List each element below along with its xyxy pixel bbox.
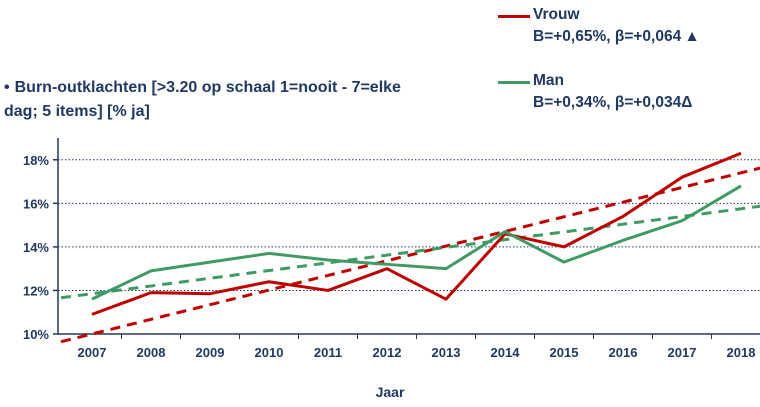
legend-stats-text-vrouw: B=+0,65%, β=+0,064: [533, 28, 682, 45]
x-tick-label-2016: 2016: [609, 345, 638, 360]
legend-stats-vrouw: B=+0,65%, β=+0,064 ▲: [533, 28, 700, 46]
x-tick-label-2011: 2011: [314, 345, 342, 360]
legend-swatch-man: [498, 81, 530, 84]
series-line-vrouw: [91, 151, 742, 316]
trendline-man: [60, 204, 760, 300]
y-tick-label-14: 14%: [23, 240, 49, 255]
chart-title-text: Burn-outklachten [>3.20 op schaal 1=nooi…: [4, 79, 401, 120]
significance-marker-vrouw: ▲: [684, 28, 700, 45]
x-tick-label-2015: 2015: [550, 345, 579, 360]
x-tick-label-2013: 2013: [432, 345, 461, 360]
x-tick-label-2009: 2009: [196, 345, 225, 360]
series-line-man: [91, 184, 742, 301]
x-axis-label: Jaar: [375, 384, 405, 400]
legend-label-man: Man: [533, 72, 564, 89]
title-bullet: •: [4, 79, 10, 96]
significance-marker-man: Δ: [681, 94, 693, 111]
chart-title: • Burn-outklachten [>3.20 op schaal 1=noo…: [4, 76, 434, 124]
x-tick-label-2008: 2008: [137, 345, 166, 360]
y-tick-label-16: 16%: [23, 196, 49, 211]
y-tick-label-18: 18%: [23, 153, 49, 168]
x-tick-label-2017: 2017: [668, 345, 697, 360]
x-tick-label-2007: 2007: [78, 345, 107, 360]
x-tick-label-2014: 2014: [491, 345, 521, 360]
y-tick-label-12: 12%: [23, 283, 49, 298]
y-tick-label-10: 10%: [23, 327, 49, 342]
x-tick-label-2010: 2010: [255, 345, 284, 360]
legend-swatch-vrouw: [498, 15, 530, 18]
legend-label-vrouw: Vrouw: [533, 6, 580, 23]
x-tick-label-2012: 2012: [373, 345, 402, 360]
legend-stats-man: B=+0,34%, β=+0,034Δ: [533, 94, 692, 112]
legend-stats-text-man: B=+0,34%, β=+0,034: [533, 94, 682, 111]
trendline-vrouw: [60, 166, 760, 344]
x-tick-label-2018: 2018: [727, 345, 756, 360]
